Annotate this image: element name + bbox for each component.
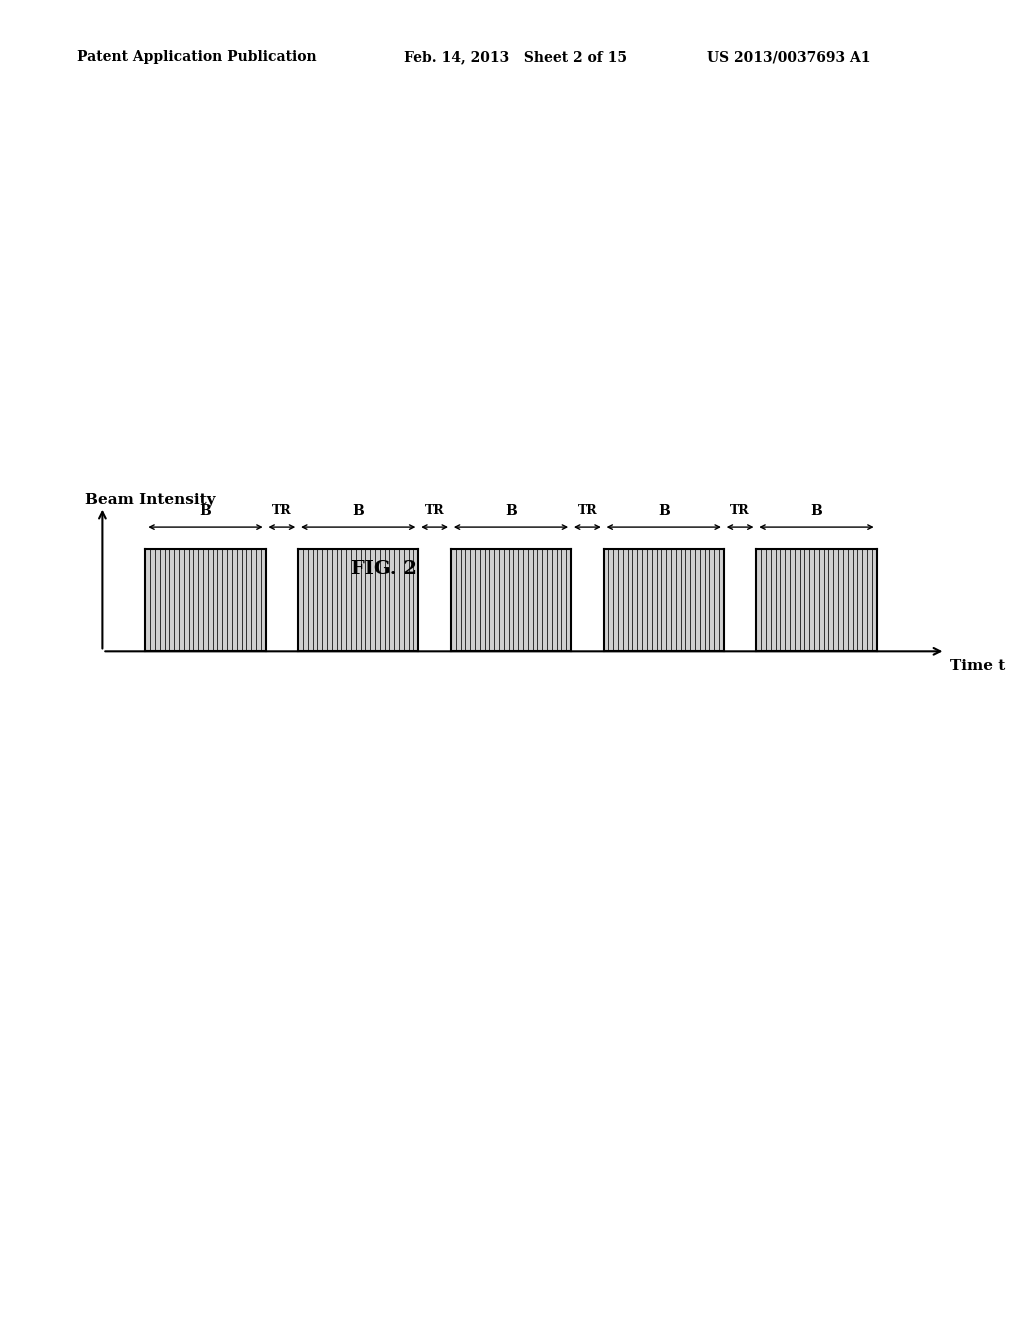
- Bar: [451, 549, 571, 651]
- Bar: [757, 549, 877, 651]
- Text: TR: TR: [730, 504, 750, 517]
- Text: B: B: [505, 504, 517, 517]
- Text: FIG. 2: FIG. 2: [351, 560, 417, 578]
- Text: TR: TR: [578, 504, 597, 517]
- Text: B: B: [200, 504, 211, 517]
- Text: Beam Intensity: Beam Intensity: [85, 494, 216, 507]
- Text: TR: TR: [272, 504, 292, 517]
- Text: US 2013/0037693 A1: US 2013/0037693 A1: [707, 50, 870, 65]
- Text: B: B: [352, 504, 365, 517]
- Text: TR: TR: [425, 504, 444, 517]
- Bar: [145, 549, 265, 651]
- Text: Patent Application Publication: Patent Application Publication: [77, 50, 316, 65]
- Text: B: B: [811, 504, 822, 517]
- Text: Time t: Time t: [949, 660, 1005, 673]
- Bar: [298, 549, 418, 651]
- Text: Feb. 14, 2013   Sheet 2 of 15: Feb. 14, 2013 Sheet 2 of 15: [404, 50, 628, 65]
- Bar: [604, 549, 724, 651]
- Text: B: B: [657, 504, 670, 517]
